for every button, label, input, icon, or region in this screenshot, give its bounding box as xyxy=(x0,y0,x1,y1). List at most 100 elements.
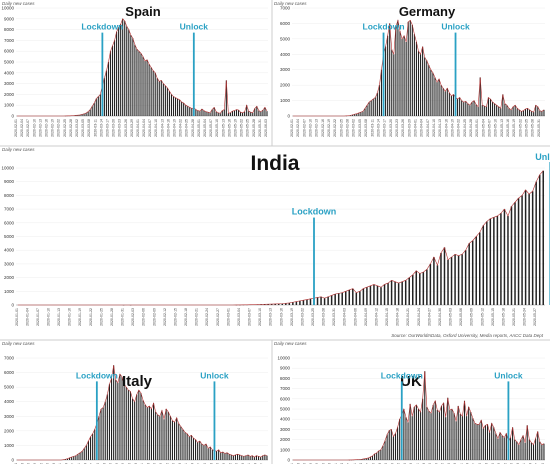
x-tick-label: 2020-03-29 xyxy=(407,119,411,137)
bar-2020-04-16 xyxy=(390,280,393,305)
bar-2020-04-29 xyxy=(436,265,439,305)
bar-2020-05-05 xyxy=(457,255,460,305)
bar-2020-04-12 xyxy=(167,411,169,460)
x-tick-label: 2020-03-25 xyxy=(311,308,315,326)
chart-panel-india: Daily new cases 0 1000 2000 3000 4000 5000 6000… xyxy=(1,147,550,326)
bar-2020-05-09 xyxy=(224,453,226,460)
bar-2020-04-01 xyxy=(138,51,140,117)
bar-2020-05-19 xyxy=(507,215,509,305)
x-tick-label: 2020-01-07 xyxy=(36,308,40,326)
bar-2020-04-03 xyxy=(344,291,347,305)
bar-2020-03-24 xyxy=(122,18,124,116)
x-tick-label: 2020-02-18 xyxy=(52,463,56,464)
bar-2020-05-23 xyxy=(253,457,255,460)
bar-2020-05-27 xyxy=(252,112,254,116)
bar-2020-04-03 xyxy=(148,406,150,460)
bar-2020-04-26 xyxy=(189,107,191,116)
x-tick-label: 2020-02-09 xyxy=(309,463,313,464)
bar-2020-04-09 xyxy=(436,410,438,460)
bar-2020-04-26 xyxy=(472,418,474,460)
bar-2020-05-22 xyxy=(526,425,528,460)
bar-2020-03-15 xyxy=(103,78,105,116)
bar-2020-03-22 xyxy=(118,27,120,116)
bar-2020-04-29 xyxy=(195,109,197,116)
x-tick-label: 2020-05-10 xyxy=(215,119,219,137)
x-tick-label: 2020-05-16 xyxy=(227,119,231,137)
bar-2020-04-27 xyxy=(474,423,476,460)
x-tick-label: 2020-04-24 xyxy=(466,463,470,464)
bar-2020-03-17 xyxy=(388,430,390,460)
bar-2020-03-20 xyxy=(119,374,121,460)
bar-2020-04-02 xyxy=(422,398,424,460)
y-axis-label: Daily new cases xyxy=(274,1,307,6)
bar-2020-03-20 xyxy=(114,40,116,116)
x-tick-label: 2020-04-27 xyxy=(197,463,201,464)
bar-2020-04-19 xyxy=(452,94,455,116)
x-tick-label: 2020-01-04 xyxy=(25,308,29,326)
x-tick-label: 2020-03-08 xyxy=(364,119,368,137)
bar-2020-05-16 xyxy=(508,108,510,116)
x-tick-label: 2020-04-19 xyxy=(450,119,454,137)
x-tick-label: 2020-02-07 xyxy=(26,119,30,137)
y-tick-label: 3000 xyxy=(280,67,291,72)
bar-2020-04-27 xyxy=(191,108,193,116)
y-tick-label: 5000 xyxy=(4,234,15,239)
bar-2020-05-20 xyxy=(522,435,524,460)
bar-2020-05-09 xyxy=(494,103,496,116)
bar-2020-05-16 xyxy=(496,215,499,305)
bar-2020-05-22 xyxy=(251,455,253,460)
bar-2020-05-22 xyxy=(517,198,520,305)
x-tick-label: 2020-04-25 xyxy=(185,119,189,137)
y-tick-label: 2000 xyxy=(4,92,15,97)
bar-2020-04-02 xyxy=(140,53,142,116)
bar-2020-05-05 xyxy=(207,112,209,116)
bar-2020-03-13 xyxy=(376,92,378,116)
bar-2020-05-28 xyxy=(254,108,256,116)
x-tick-label: 2020-02-13 xyxy=(315,119,319,137)
x-tick-label: 2020-02-18 xyxy=(328,463,332,464)
bar-2020-05-11 xyxy=(498,106,500,116)
x-tick-label: 2020-05-07 xyxy=(209,119,213,137)
bar-2020-03-28 xyxy=(130,35,132,116)
x-tick-label: 2020-05-22 xyxy=(518,119,522,137)
x-tick-label: 2020-04-15 xyxy=(172,463,176,464)
bar-2020-04-12 xyxy=(438,78,440,116)
y-tick-label: 0 xyxy=(11,114,14,119)
x-tick-label: 2020-05-06 xyxy=(491,463,495,464)
x-tick-label: 2020-02-24 xyxy=(205,308,209,326)
bar-2020-05-11 xyxy=(228,454,230,460)
bar-2020-04-14 xyxy=(171,420,173,460)
bar-2020-04-15 xyxy=(387,283,389,305)
bar-2020-03-17 xyxy=(285,303,287,305)
x-tick-label: 2020-03-02 xyxy=(352,119,356,137)
bar-2020-04-19 xyxy=(457,405,459,460)
bar-2020-04-17 xyxy=(453,413,455,460)
x-tick-label: 2020-05-19 xyxy=(234,119,238,137)
x-tick-label: 2020-04-30 xyxy=(438,308,442,326)
y-axis-label: Daily new cases xyxy=(2,1,35,6)
bar-2020-05-19 xyxy=(514,105,516,116)
bar-2020-03-22 xyxy=(399,419,401,460)
x-tick-label: 2020-02-21 xyxy=(58,463,62,464)
x-tick-label: 2020-03-19 xyxy=(115,463,119,464)
bar-2020-05-21 xyxy=(514,202,516,305)
bar-2020-04-21 xyxy=(186,433,188,460)
bar-2020-03-09 xyxy=(371,455,374,460)
bar-2020-05-02 xyxy=(201,108,203,116)
bar-2020-03-15 xyxy=(380,69,383,116)
bar-2020-05-03 xyxy=(450,257,453,305)
bar-2020-03-31 xyxy=(334,294,336,305)
bar-2020-03-10 xyxy=(370,100,372,116)
bar-2020-05-12 xyxy=(500,108,502,116)
x-tick-label: 2020-04-06 xyxy=(153,463,157,464)
bar-2020-03-15 xyxy=(384,440,386,460)
bar-2020-04-22 xyxy=(188,436,190,460)
bar-2020-05-22 xyxy=(520,111,522,116)
bar-2020-03-04 xyxy=(361,459,363,460)
x-tick-label: 2020-03-04 xyxy=(359,463,363,464)
bar-2020-03-19 xyxy=(117,382,119,460)
x-tick-label: 2020-05-25 xyxy=(525,119,529,137)
chart-panel-uk: Daily new cases 0 1000 2000 3000 4000 5000 6000… xyxy=(274,341,545,464)
x-tick-label: 2020-04-10 xyxy=(154,119,158,137)
y-tick-label: 2000 xyxy=(4,428,15,433)
